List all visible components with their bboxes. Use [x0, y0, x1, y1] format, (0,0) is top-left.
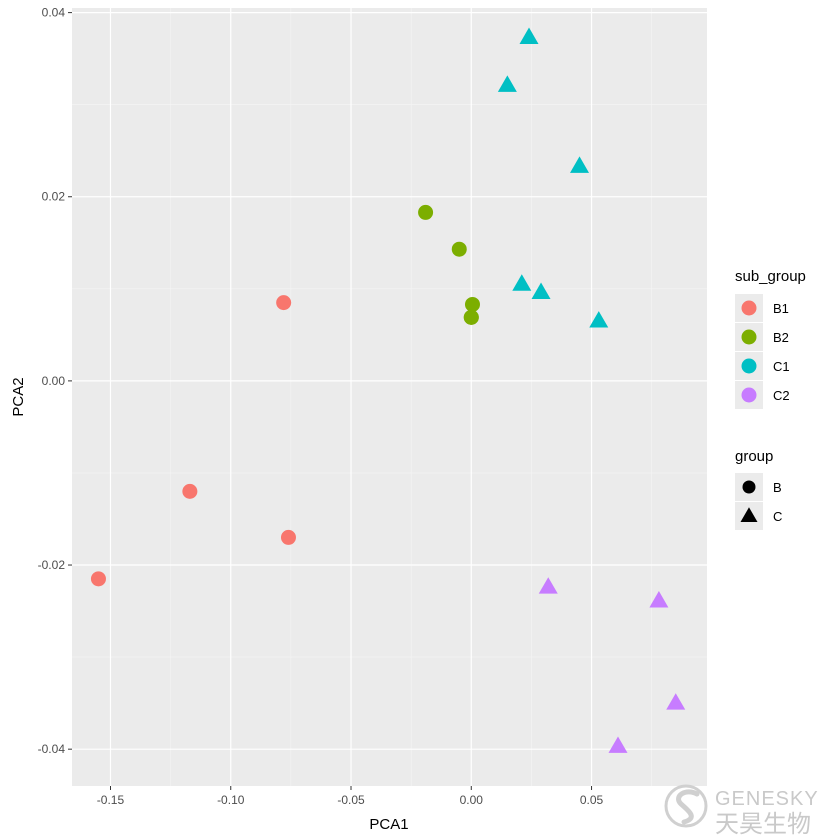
legend-key-c2 [741, 387, 757, 403]
data-point-b2 [464, 296, 480, 312]
legend-key-b [742, 480, 756, 494]
data-point-b1 [182, 483, 198, 499]
x-tick-label: -0.15 [97, 793, 125, 807]
legend-group-title: group [735, 448, 773, 465]
legend-key-b1 [741, 300, 757, 316]
data-point-c1 [570, 156, 590, 173]
legend-group: group BC [735, 448, 782, 530]
x-tick-label: 0.05 [580, 793, 604, 807]
data-point-b1 [276, 295, 292, 311]
watermark-brand-cn: 天昊生物 [715, 810, 811, 838]
watermark-brand: GENESKY [715, 788, 819, 810]
y-tick-label: 0.02 [42, 190, 66, 204]
legend-label-b: B [773, 480, 782, 495]
data-point-c2 [649, 590, 669, 608]
plot-panel [72, 8, 707, 786]
axis-ticks: -0.15 -0.10 -0.05 0.00 0.05 -0.04 -0.02 0.00 0.0… [38, 6, 604, 807]
major-grid [72, 8, 707, 786]
x-tick-label: -0.10 [217, 793, 245, 807]
legend-key-c1 [741, 358, 757, 374]
x-tick-label: 0.00 [460, 793, 484, 807]
data-point-c1 [519, 27, 539, 44]
data-point-c1 [497, 75, 517, 92]
data-point-c2 [666, 693, 686, 710]
data-point-b1 [280, 529, 296, 545]
data-point-c2 [608, 736, 628, 753]
x-axis-title: PCA1 [369, 816, 408, 833]
legend-label-c: C [773, 509, 782, 524]
data-point-c1 [531, 282, 551, 300]
watermark: GENESKY 天昊生物 [664, 784, 819, 838]
data-point-c1 [512, 274, 532, 291]
legend-sub-group: sub_group B1 B2 C1 C2 [735, 268, 806, 409]
legend-label-b1: B1 [773, 301, 789, 316]
data-point-b2 [463, 309, 479, 325]
legend-label-b2: B2 [773, 330, 789, 345]
legend-label-c1: C1 [773, 359, 790, 374]
y-tick-label: -0.04 [38, 742, 66, 756]
legend-key-b2 [741, 329, 757, 345]
legend-label-c2: C2 [773, 388, 790, 403]
y-tick-label: 0.04 [42, 6, 66, 20]
data-point-b2 [451, 241, 467, 257]
data-point-c2 [538, 577, 558, 594]
x-tick-label: -0.05 [337, 793, 365, 807]
y-axis-title: PCA2 [10, 377, 27, 416]
data-points [90, 27, 686, 753]
legend-key-c [740, 507, 758, 523]
data-point-c1 [589, 311, 609, 328]
data-point-b1 [90, 571, 106, 587]
y-tick-label: -0.02 [38, 558, 66, 572]
y-tick-label: 0.00 [42, 374, 66, 388]
genesky-logo-icon [664, 784, 708, 828]
minor-grid [72, 8, 707, 786]
legend-sub-group-title: sub_group [735, 268, 806, 285]
data-point-b2 [418, 204, 434, 220]
